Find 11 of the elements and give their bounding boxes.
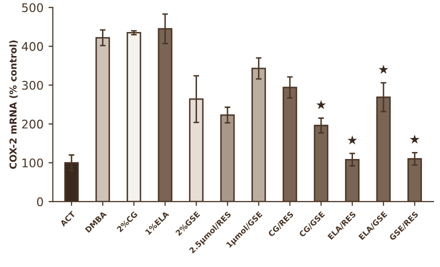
y-tick-label: 400 <box>22 42 43 51</box>
y-axis-title: COX-2 mRNA (% control) <box>9 40 18 169</box>
annotation: ★ <box>410 134 420 144</box>
annotation: ★ <box>316 100 326 110</box>
annotation: ★ <box>348 135 358 144</box>
y-tick-label: 300 <box>22 80 43 90</box>
y-tick-label: 200 <box>22 120 43 129</box>
annotation: ★ <box>378 64 388 74</box>
y-tick-label: 0 <box>37 197 43 206</box>
y-tick-label: 100 <box>22 158 43 168</box>
y-tick-label: 500 <box>22 3 43 12</box>
